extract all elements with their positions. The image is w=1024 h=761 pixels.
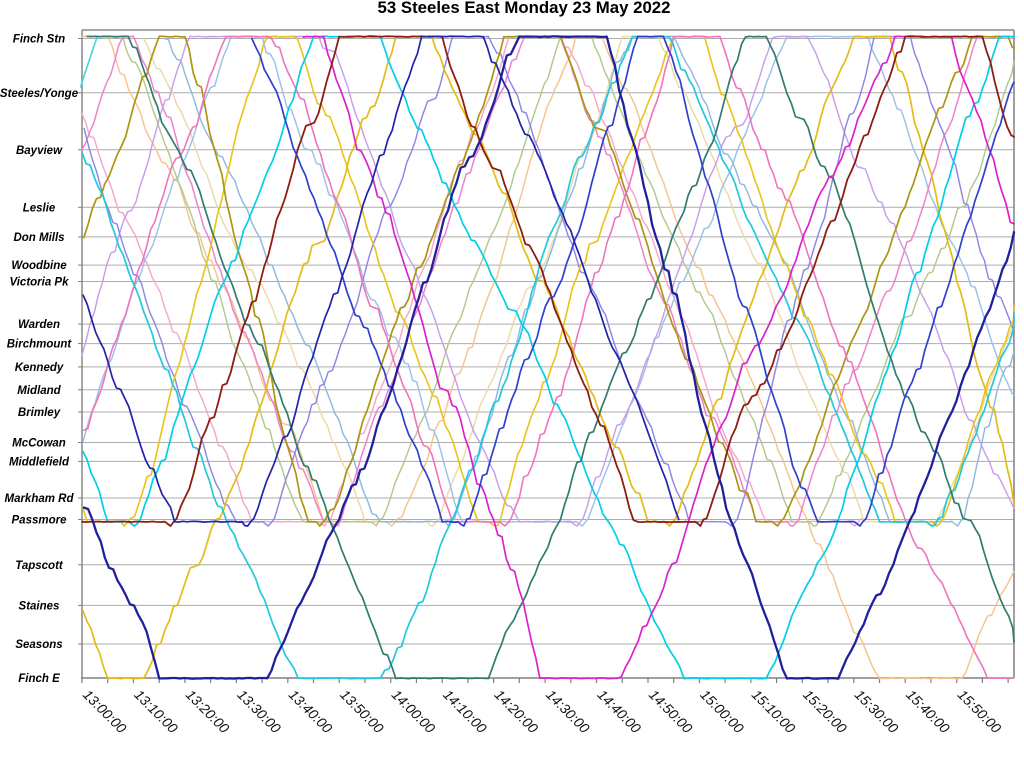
svg-text:McCowan: McCowan bbox=[12, 438, 66, 450]
svg-text:Victoria Pk: Victoria Pk bbox=[9, 277, 69, 289]
svg-text:Leslie: Leslie bbox=[23, 202, 56, 214]
svg-text:Birchmount: Birchmount bbox=[7, 339, 73, 351]
svg-text:Steeles/Yonge: Steeles/Yonge bbox=[0, 88, 79, 100]
svg-text:Finch Stn: Finch Stn bbox=[13, 34, 65, 46]
svg-text:53 Steeles East Monday 23 May: 53 Steeles East Monday 23 May 2022 bbox=[378, 0, 671, 17]
svg-text:Kennedy: Kennedy bbox=[15, 362, 64, 374]
svg-text:Tapscott: Tapscott bbox=[15, 560, 64, 572]
svg-text:Woodbine: Woodbine bbox=[11, 260, 67, 272]
svg-text:Markham Rd: Markham Rd bbox=[4, 493, 74, 505]
svg-text:Bayview: Bayview bbox=[16, 145, 63, 157]
svg-text:Brimley: Brimley bbox=[18, 407, 61, 419]
svg-text:Passmore: Passmore bbox=[12, 515, 68, 527]
svg-text:Middlefield: Middlefield bbox=[9, 456, 70, 468]
svg-text:Staines: Staines bbox=[19, 600, 60, 612]
svg-text:Midland: Midland bbox=[17, 385, 61, 397]
svg-text:Don Mills: Don Mills bbox=[13, 232, 64, 244]
svg-text:Warden: Warden bbox=[18, 319, 60, 331]
svg-text:Seasons: Seasons bbox=[15, 639, 62, 651]
svg-text:Finch E: Finch E bbox=[18, 673, 60, 685]
